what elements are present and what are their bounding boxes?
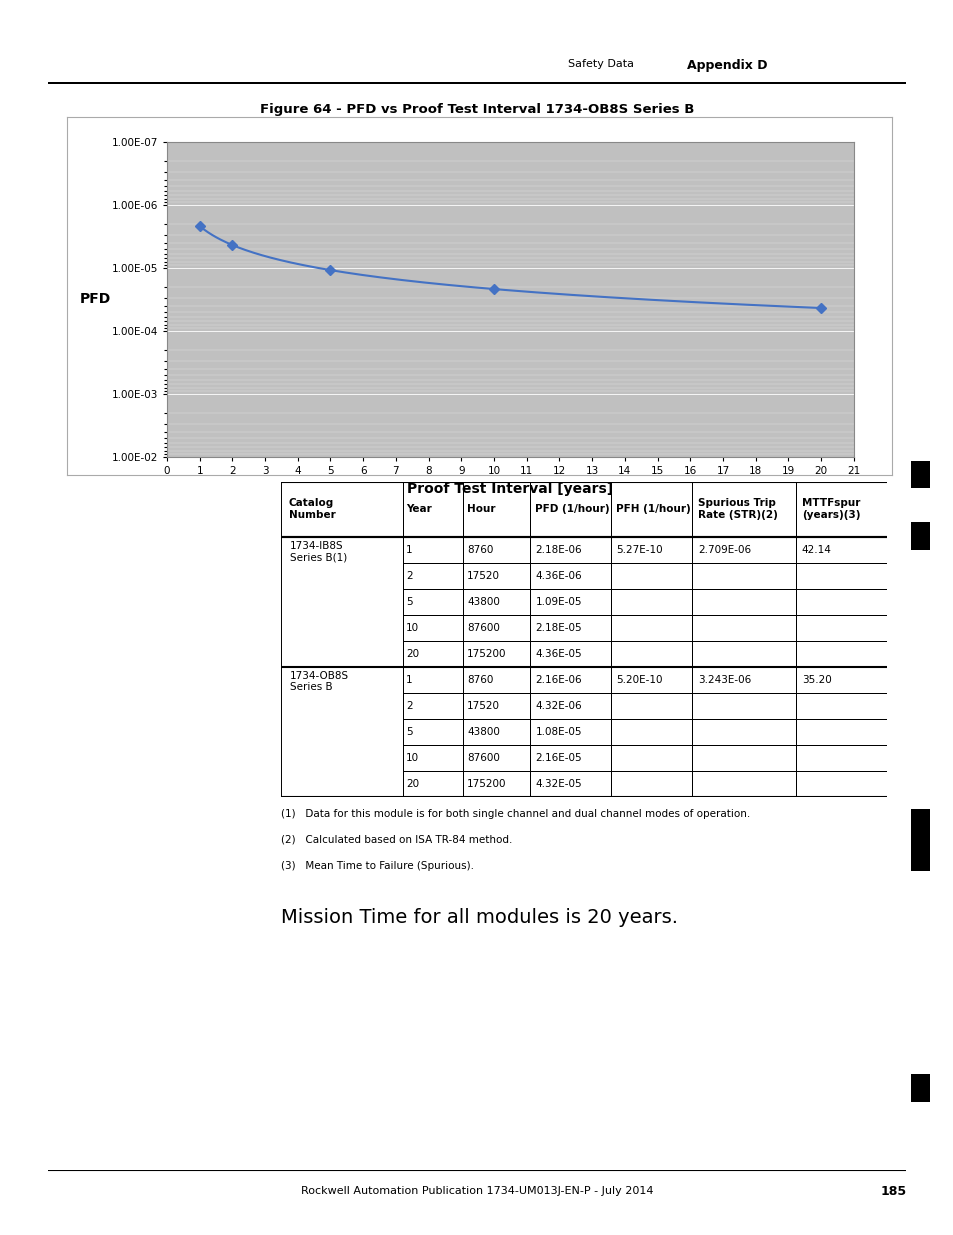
Text: 175200: 175200 — [467, 648, 506, 658]
Text: 5.20E-10: 5.20E-10 — [616, 674, 662, 684]
Text: 5: 5 — [406, 597, 413, 606]
Text: 1: 1 — [406, 674, 413, 684]
Text: 43800: 43800 — [467, 597, 499, 606]
Text: Rockwell Automation Publication 1734-UM013J-EN-P - July 2014: Rockwell Automation Publication 1734-UM0… — [300, 1186, 653, 1197]
Text: Year: Year — [406, 504, 432, 514]
Text: 2.18E-05: 2.18E-05 — [535, 622, 581, 632]
Text: Spurious Trip
Rate (STR)(2): Spurious Trip Rate (STR)(2) — [698, 499, 778, 520]
Text: Safety Data: Safety Data — [567, 59, 633, 69]
Text: 1734-IB8S
Series B(1): 1734-IB8S Series B(1) — [290, 541, 347, 562]
Text: 4.32E-05: 4.32E-05 — [535, 778, 581, 789]
Text: 2.709E-06: 2.709E-06 — [698, 545, 751, 555]
Text: PFD: PFD — [80, 293, 111, 306]
Text: 10: 10 — [406, 622, 419, 632]
Text: 2.18E-06: 2.18E-06 — [535, 545, 581, 555]
Text: 2: 2 — [406, 571, 413, 580]
Text: 8760: 8760 — [467, 545, 493, 555]
Bar — [281, 537, 402, 667]
Text: 175200: 175200 — [467, 778, 506, 789]
Text: 2: 2 — [406, 700, 413, 710]
Text: 10: 10 — [406, 752, 419, 762]
Text: 2.16E-06: 2.16E-06 — [535, 674, 581, 684]
Text: 185: 185 — [880, 1184, 905, 1198]
Text: 3.243E-06: 3.243E-06 — [698, 674, 751, 684]
Text: MTTFspur
(years)(3): MTTFspur (years)(3) — [801, 499, 860, 520]
Text: 5: 5 — [406, 726, 413, 736]
Text: 1.09E-05: 1.09E-05 — [535, 597, 581, 606]
Text: 87600: 87600 — [467, 622, 499, 632]
Text: 1: 1 — [406, 545, 413, 555]
Text: Hour: Hour — [467, 504, 496, 514]
Text: 2.16E-05: 2.16E-05 — [535, 752, 581, 762]
Text: (1)   Data for this module is for both single channel and dual channel modes of : (1) Data for this module is for both sin… — [281, 809, 750, 819]
Text: 1734-OB8S
Series B: 1734-OB8S Series B — [290, 671, 349, 692]
Text: 43800: 43800 — [467, 726, 499, 736]
Text: 17520: 17520 — [467, 571, 499, 580]
Text: Catalog
Number: Catalog Number — [289, 499, 335, 520]
Text: 35.20: 35.20 — [801, 674, 831, 684]
Text: PFH (1/hour): PFH (1/hour) — [616, 504, 690, 514]
Text: Figure 64 - PFD vs Proof Test Interval 1734-OB8S Series B: Figure 64 - PFD vs Proof Test Interval 1… — [259, 103, 694, 116]
Text: (2)   Calculated based on ISA TR-84 method.: (2) Calculated based on ISA TR-84 method… — [281, 835, 513, 845]
Text: 4.32E-06: 4.32E-06 — [535, 700, 581, 710]
X-axis label: Proof Test Interval [years]: Proof Test Interval [years] — [407, 482, 613, 495]
Text: 20: 20 — [406, 648, 419, 658]
Text: (3)   Mean Time to Failure (Spurious).: (3) Mean Time to Failure (Spurious). — [281, 861, 474, 871]
Text: PFD (1/hour): PFD (1/hour) — [535, 504, 609, 514]
Text: 4.36E-05: 4.36E-05 — [535, 648, 581, 658]
Bar — [281, 667, 402, 797]
Text: 4.36E-06: 4.36E-06 — [535, 571, 581, 580]
Text: Mission Time for all modules is 20 years.: Mission Time for all modules is 20 years… — [281, 908, 678, 926]
Text: 8760: 8760 — [467, 674, 493, 684]
Text: 42.14: 42.14 — [801, 545, 831, 555]
Text: 87600: 87600 — [467, 752, 499, 762]
Text: 1.08E-05: 1.08E-05 — [535, 726, 581, 736]
Text: 17520: 17520 — [467, 700, 499, 710]
Text: 20: 20 — [406, 778, 419, 789]
Text: 5.27E-10: 5.27E-10 — [616, 545, 662, 555]
Text: Appendix D: Appendix D — [686, 59, 766, 73]
